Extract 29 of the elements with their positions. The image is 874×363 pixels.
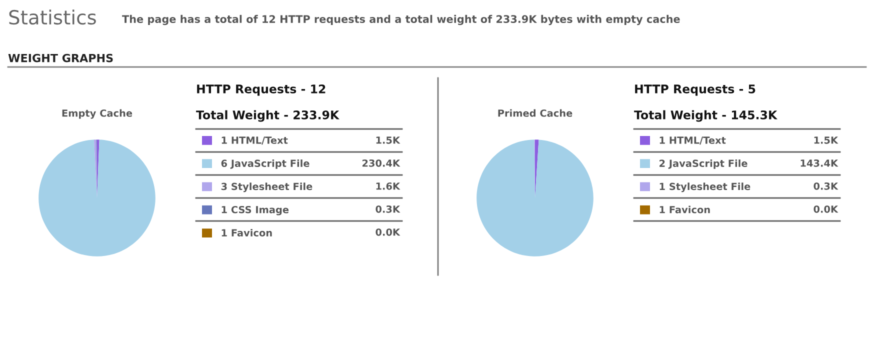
legend-label: 1 Favicon bbox=[660, 206, 710, 214]
legend-label: 2 JavaScript File bbox=[660, 159, 748, 169]
text: HTTP Requests - 12 bbox=[197, 84, 326, 96]
data-label: 1.5K bbox=[814, 136, 838, 144]
legend-label: 6 JavaScript File bbox=[221, 159, 310, 169]
text: 0.0K bbox=[814, 205, 838, 213]
text: Total Weight - 145.3K bbox=[634, 110, 778, 122]
text: 0.0K bbox=[376, 228, 400, 236]
text: Total Weight - 233.9K bbox=[196, 110, 340, 122]
legend-label: 3 Stylesheet File bbox=[221, 182, 312, 192]
text: Statistics bbox=[9, 10, 96, 25]
pie-slice bbox=[38, 140, 156, 256]
legend-label: 1 HTML/Text bbox=[222, 136, 288, 145]
text: WEIGHT GRAPHS bbox=[8, 54, 113, 62]
text: The page has a total of 12 HTTP requests and a total weight of 233.9K bytes with empty cache bbox=[122, 14, 680, 26]
data-label: 0.3K bbox=[814, 182, 838, 190]
legend-label: 1 HTML/Text bbox=[660, 136, 726, 145]
data-label: 1.5K bbox=[376, 136, 400, 144]
legend-label: 1 CSS Image bbox=[222, 206, 289, 216]
legend-label: 1 Stylesheet File bbox=[660, 182, 750, 192]
chart-title: Empty Cache bbox=[62, 109, 132, 119]
chart-title: Primed Cache bbox=[498, 109, 572, 117]
text: HTTP Requests - 5 bbox=[635, 84, 756, 96]
legend-label: 1 Favicon bbox=[222, 228, 272, 236]
data-label: 143.4K bbox=[800, 159, 838, 167]
data-label: 230.4K bbox=[362, 159, 400, 167]
data-label: 0.3K bbox=[376, 205, 400, 213]
pie-slice bbox=[476, 140, 594, 256]
data-label: 1.6K bbox=[376, 182, 400, 190]
